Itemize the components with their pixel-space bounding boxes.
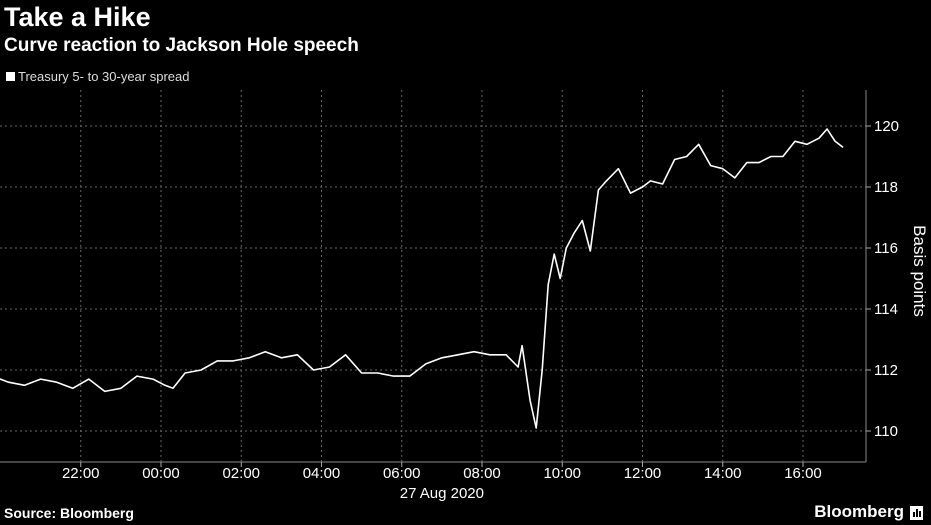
x-tick-label: 02:00 (222, 465, 260, 482)
legend-swatch-icon (6, 72, 15, 81)
brand-text: Bloomberg (814, 502, 904, 521)
y-axis-label: Basis points (910, 225, 929, 317)
y-tick-label: 116 (874, 240, 898, 257)
y-tick-label: 110 (874, 423, 898, 440)
x-tick-label: 22:00 (62, 465, 100, 482)
grid-horizontal (0, 125, 871, 432)
x-tick-label: 06:00 (383, 465, 421, 482)
brand-logo: Bloomberg (814, 502, 923, 522)
x-tick-label: 10:00 (543, 465, 581, 482)
chart-subtitle: Curve reaction to Jackson Hole speech (4, 35, 359, 56)
x-tick-label: 16:00 (784, 465, 822, 482)
y-tick-labels: 110 112 114 116 118 120 (874, 118, 899, 440)
x-tick-label: 04:00 (303, 465, 341, 482)
x-tick-label: 14:00 (704, 465, 742, 482)
x-tick-label: 00:00 (142, 465, 180, 482)
legend: Treasury 5- to 30-year spread (6, 69, 189, 84)
bloomberg-terminal-icon (910, 505, 923, 520)
y-tick-label: 120 (874, 118, 899, 135)
legend-label: Treasury 5- to 30-year spread (18, 69, 190, 84)
y-tick-label: 114 (874, 301, 898, 318)
source-note: Source: Bloomberg (4, 505, 134, 521)
y-tick-label: 118 (874, 179, 898, 196)
x-tick-labels: 22:00 00:00 02:00 04:00 06:00 08:00 10:00 12:00… (62, 465, 822, 482)
x-tick-label: 12:00 (624, 465, 662, 482)
series-line-spread (0, 128, 844, 429)
x-date-label: 27 Aug 2020 (400, 485, 484, 502)
y-tick-label: 112 (874, 362, 898, 379)
x-tick-label: 08:00 (463, 465, 501, 482)
chart-title: Take a Hike (4, 2, 151, 32)
grid-vertical (80, 90, 804, 467)
